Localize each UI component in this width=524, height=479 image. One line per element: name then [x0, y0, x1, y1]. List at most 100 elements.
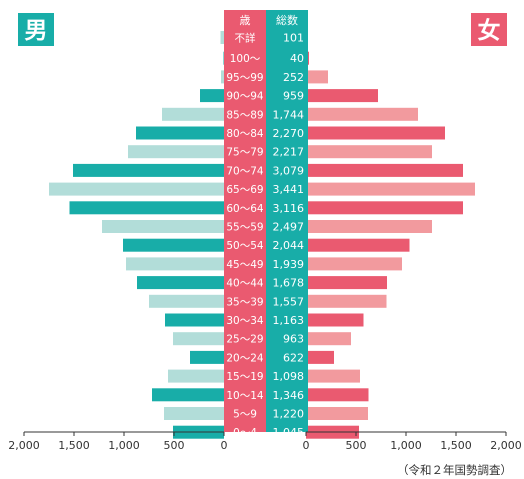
- male-bars: [49, 31, 224, 439]
- age-label: 20〜24: [226, 352, 264, 364]
- age-label: 45〜49: [226, 259, 263, 271]
- male-axis-tick-label: 2,000: [8, 439, 40, 452]
- total-label: 1,045: [273, 426, 305, 439]
- age-label: 60〜64: [226, 203, 264, 215]
- male-axis-tick-label: 0: [221, 439, 228, 452]
- total-label: 40: [290, 52, 304, 65]
- total-label: 1,346: [273, 389, 305, 402]
- female-badge: [471, 13, 507, 46]
- age-label: 15〜19: [226, 371, 263, 383]
- female-bar: [306, 294, 387, 308]
- male-bar: [137, 276, 224, 290]
- age-column-bg: [224, 10, 266, 432]
- total-label: 3,079: [273, 164, 305, 177]
- male-bar: [164, 407, 224, 420]
- male-bar: [168, 369, 224, 383]
- female-bar: [306, 276, 387, 290]
- male-bar: [69, 201, 224, 215]
- total-column-bg: [266, 10, 308, 432]
- female-axis-tick-label: 1,500: [440, 439, 472, 452]
- total-label: 1,163: [273, 314, 305, 327]
- age-label: 0〜4: [233, 427, 257, 439]
- female-badge-label: 女: [478, 17, 501, 44]
- male-bar: [165, 313, 224, 327]
- total-label: 101: [283, 32, 304, 45]
- age-label: 30〜34: [226, 315, 264, 327]
- age-label: 40〜44: [226, 278, 264, 290]
- age-label: 70〜74: [226, 165, 264, 177]
- total-label: 1,744: [273, 108, 305, 121]
- source-note: （令和２年国勢調査）: [397, 463, 512, 477]
- age-label: 85〜89: [226, 109, 263, 121]
- x-axes: 2,000 1,500 1,000 500 0 0 500 1,000 1,500 2,000: [8, 431, 522, 452]
- male-bar: [152, 388, 224, 402]
- male-axis-tick-label: 1,500: [58, 439, 90, 452]
- female-bar: [306, 257, 402, 271]
- male-bar: [102, 220, 224, 233]
- female-axis-tick-label: 2,000: [490, 439, 522, 452]
- age-label: 5〜9: [233, 409, 257, 421]
- age-label: 50〜54: [226, 240, 264, 252]
- female-axis-tick-label: 0: [303, 439, 310, 452]
- total-label: 3,116: [273, 202, 305, 215]
- total-label: 2,270: [273, 127, 305, 140]
- male-bar: [49, 182, 224, 196]
- total-label: 622: [283, 351, 304, 364]
- age-label: 不詳: [235, 32, 256, 45]
- age-label: 35〜39: [226, 296, 263, 308]
- female-axis-tick-label: 500: [346, 439, 367, 452]
- male-bar: [73, 163, 224, 177]
- total-label: 963: [283, 333, 304, 346]
- total-label: 2,497: [273, 221, 305, 234]
- female-bar: [306, 70, 328, 84]
- total-label: 1,939: [273, 258, 305, 271]
- male-bar: [162, 107, 224, 121]
- total-label: 3,441: [273, 183, 305, 196]
- female-bar: [306, 89, 378, 103]
- total-label: 1,557: [273, 295, 305, 308]
- female-bar: [306, 369, 360, 383]
- age-label: 65〜69: [226, 184, 263, 196]
- female-bar: [306, 332, 351, 346]
- female-bar: [306, 238, 410, 252]
- male-bar: [173, 332, 224, 346]
- female-bar: [306, 126, 445, 140]
- total-label: 2,044: [273, 239, 305, 252]
- total-label: 1,220: [273, 408, 305, 421]
- total-label: 959: [283, 90, 304, 103]
- female-bar: [306, 182, 475, 196]
- female-bar: [306, 388, 369, 402]
- male-bar: [200, 89, 224, 103]
- age-label: 10〜14: [226, 390, 264, 402]
- male-bar: [126, 257, 224, 271]
- female-bar: [306, 220, 432, 233]
- male-axis-tick-label: 1,000: [108, 439, 140, 452]
- age-label: 90〜94: [226, 91, 264, 103]
- age-label: 25〜29: [226, 334, 263, 346]
- age-label: 75〜79: [226, 147, 263, 159]
- age-header: 歳: [240, 14, 251, 27]
- female-bars: [306, 31, 475, 439]
- total-label: 1,098: [273, 370, 305, 383]
- male-bar: [190, 350, 224, 364]
- male-badge-label: 男: [25, 18, 48, 44]
- female-bar: [306, 163, 463, 177]
- female-bar: [306, 145, 432, 159]
- male-bar: [149, 294, 224, 308]
- age-label: 95〜99: [226, 72, 263, 84]
- female-bar: [306, 201, 463, 215]
- total-label: 252: [283, 71, 304, 84]
- age-label: 55〜59: [226, 222, 263, 234]
- male-bar: [123, 238, 224, 252]
- female-bar: [306, 313, 364, 327]
- total-label: 2,217: [273, 146, 305, 159]
- age-label: 80〜84: [226, 128, 264, 140]
- male-bar: [128, 145, 224, 159]
- total-label: 1,678: [273, 277, 305, 290]
- female-bar: [306, 350, 334, 364]
- male-bar: [223, 51, 224, 65]
- age-label: 100〜: [230, 53, 261, 65]
- total-header: 総数: [276, 13, 298, 27]
- female-bar: [306, 407, 368, 420]
